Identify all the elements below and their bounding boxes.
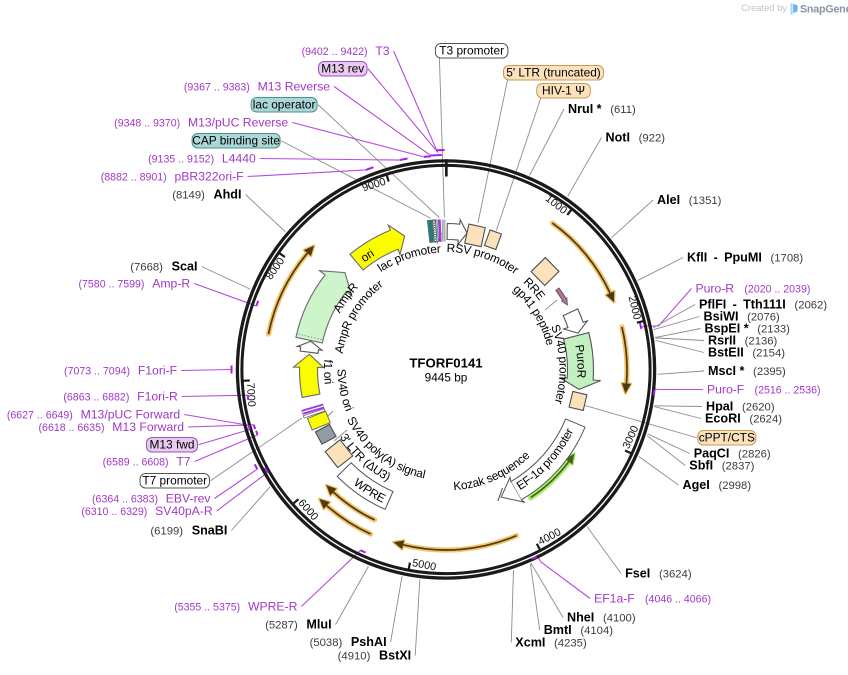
svg-text:(6627 .. 6649) M13/pUC Forward: (6627 .. 6649) M13/pUC Forward (7, 408, 180, 422)
svg-text:(7073 .. 7094) F1ori-F: (7073 .. 7094) F1ori-F (64, 364, 177, 378)
svg-text:CAP binding site: CAP binding site (192, 133, 280, 147)
svg-text:(6863 .. 6882) F1ori-R: (6863 .. 6882) F1ori-R (63, 390, 178, 404)
svg-text:(8149) AhdI: (8149) AhdI (172, 188, 241, 202)
svg-text:KflI - PpuMI (1708): KflI - PpuMI (1708) (687, 251, 803, 265)
svg-text:(6364 .. 6383) EBV-rev: (6364 .. 6383) EBV-rev (92, 492, 211, 506)
svg-text:(9367 .. 9383) M13 Reverse: (9367 .. 9383) M13 Reverse (184, 80, 330, 94)
svg-text:9445 bp: 9445 bp (425, 371, 468, 385)
svg-text:5' LTR (truncated): 5' LTR (truncated) (506, 65, 601, 79)
svg-text:Puro-R (2020 .. 2039): Puro-R (2020 .. 2039) (696, 282, 811, 296)
svg-text:T7 promoter: T7 promoter (142, 473, 207, 487)
svg-text:MscI * (2395): MscI * (2395) (708, 364, 786, 378)
svg-text:SnapGene: SnapGene (800, 4, 848, 16)
svg-text:BstEII (2154): BstEII (2154) (708, 346, 785, 360)
svg-text:XcmI (4235): XcmI (4235) (515, 636, 587, 650)
svg-text:T3 promoter: T3 promoter (439, 43, 504, 57)
svg-text:PuroR: PuroR (572, 344, 588, 379)
svg-text:(6310 .. 6329) SV40pA-R: (6310 .. 6329) SV40pA-R (81, 504, 213, 518)
svg-text:(9135 .. 9152) L4440: (9135 .. 9152) L4440 (148, 152, 256, 166)
svg-text:(7668) ScaI: (7668) ScaI (130, 260, 197, 274)
svg-text:FseI (3624): FseI (3624) (625, 567, 692, 581)
svg-text:Puro-F (2516 .. 2536): Puro-F (2516 .. 2536) (707, 383, 821, 397)
svg-text:AleI (1351): AleI (1351) (657, 193, 722, 207)
svg-text:7000: 7000 (244, 383, 257, 408)
svg-text:(6589 .. 6608) T7: (6589 .. 6608) T7 (103, 455, 191, 469)
svg-text:(9348 .. 9370) M13/pUC Reverse: (9348 .. 9370) M13/pUC Reverse (114, 116, 288, 130)
svg-text:M13 rev: M13 rev (321, 61, 364, 75)
svg-text:(4910) BstXI: (4910) BstXI (338, 649, 412, 663)
svg-text:cPPT/CTS: cPPT/CTS (699, 430, 755, 444)
svg-text:(9402 .. 9422) T3: (9402 .. 9422) T3 (302, 44, 390, 58)
svg-text:(6618 .. 6635) M13 Forward: (6618 .. 6635) M13 Forward (39, 420, 185, 434)
svg-text:lac operator: lac operator (253, 97, 316, 111)
svg-text:EF1a-F (4046 .. 4066): EF1a-F (4046 .. 4066) (594, 592, 711, 606)
svg-text:AgeI (2998): AgeI (2998) (683, 478, 752, 492)
svg-text:NotI (922): NotI (922) (606, 131, 666, 145)
svg-text:(7580 .. 7599) Amp-R: (7580 .. 7599) Amp-R (79, 277, 191, 291)
svg-text:M13 fwd: M13 fwd (150, 437, 195, 451)
svg-text:TFORF0141: TFORF0141 (409, 356, 482, 371)
svg-text:(5355 .. 5375) WPRE-R: (5355 .. 5375) WPRE-R (174, 600, 297, 614)
svg-text:BmtI (4104): BmtI (4104) (544, 623, 614, 637)
svg-text:SbfI (2837): SbfI (2837) (689, 459, 754, 473)
svg-text:(5287) MluI: (5287) MluI (265, 618, 332, 632)
svg-text:NheI (4100): NheI (4100) (567, 611, 636, 625)
svg-text:Created by: Created by (741, 2, 787, 13)
svg-text:EcoRI (2624): EcoRI (2624) (705, 412, 782, 426)
svg-text:HIV-1 Ψ: HIV-1 Ψ (542, 83, 585, 97)
